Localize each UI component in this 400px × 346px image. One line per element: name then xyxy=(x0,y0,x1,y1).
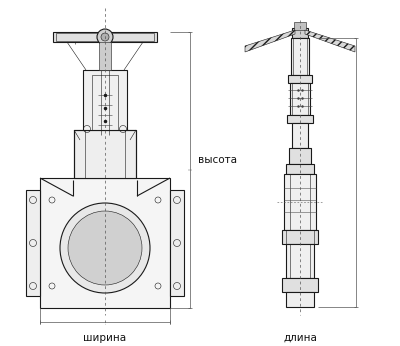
Bar xyxy=(40,178,170,308)
Bar xyxy=(170,190,184,296)
Bar xyxy=(292,83,308,115)
Bar xyxy=(53,32,157,42)
Bar xyxy=(290,174,310,230)
Bar xyxy=(56,33,154,41)
Bar xyxy=(287,115,313,123)
Bar xyxy=(282,278,318,292)
Bar xyxy=(289,148,311,164)
Bar xyxy=(83,70,127,130)
Polygon shape xyxy=(305,30,355,52)
Bar xyxy=(288,75,312,83)
Circle shape xyxy=(68,211,142,285)
Bar xyxy=(290,244,310,278)
Bar xyxy=(293,38,307,75)
Bar xyxy=(294,22,306,30)
Polygon shape xyxy=(245,30,295,52)
Bar xyxy=(92,75,118,130)
Bar xyxy=(284,174,316,230)
Bar xyxy=(282,230,318,244)
Bar xyxy=(292,28,308,38)
Bar xyxy=(286,164,314,174)
Bar xyxy=(286,292,314,307)
Text: высота: высота xyxy=(198,155,237,165)
Circle shape xyxy=(60,203,150,293)
Text: ширина: ширина xyxy=(84,333,126,343)
Bar xyxy=(99,42,111,70)
Circle shape xyxy=(101,33,109,41)
Bar xyxy=(74,130,136,178)
Bar xyxy=(286,230,314,244)
Circle shape xyxy=(97,29,113,45)
Bar xyxy=(292,123,308,148)
Bar xyxy=(291,38,309,75)
Bar xyxy=(26,190,40,296)
Bar xyxy=(290,83,310,115)
Bar xyxy=(286,244,314,278)
Text: длина: длина xyxy=(283,333,317,343)
